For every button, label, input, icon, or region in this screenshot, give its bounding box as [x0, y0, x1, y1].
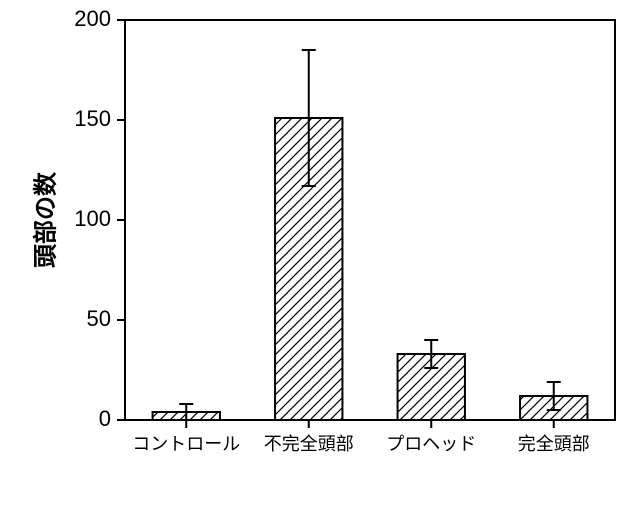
y-tick-label: 0: [99, 406, 111, 431]
y-axis-label: 頭部の数: [31, 171, 59, 268]
category-label: 完全頭部: [518, 434, 590, 454]
y-tick-label: 50: [87, 306, 111, 331]
y-tick-label: 200: [74, 6, 111, 31]
category-label: コントロール: [132, 434, 240, 454]
bar-chart: 0 50 100 150 200 頭部の数コントロール 不完全頭部 プロヘッド 完全頭部: [0, 0, 640, 516]
y-tick-label: 100: [74, 206, 111, 231]
category-label: プロヘッド: [386, 434, 476, 454]
chart-svg: 0 50 100 150 200 頭部の数コントロール 不完全頭部 プロヘッド 完全頭部: [0, 0, 640, 516]
y-tick-label: 150: [74, 106, 111, 131]
category-label: 不完全頭部: [264, 434, 354, 454]
